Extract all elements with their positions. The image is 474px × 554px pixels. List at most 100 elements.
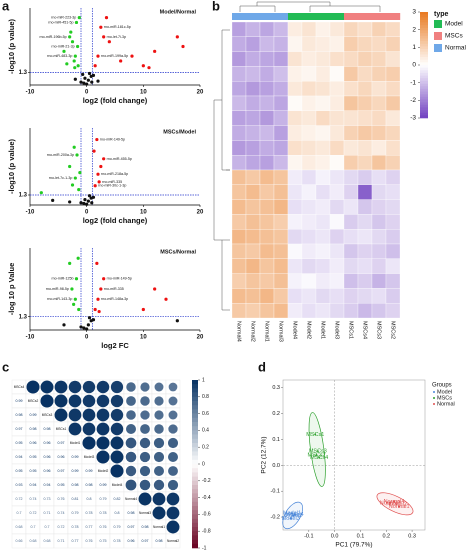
heatmap-cell (329, 258, 345, 274)
point-label: MSCs1 (306, 432, 324, 438)
heatmap-cell (329, 214, 345, 230)
heatmap-cell (259, 214, 275, 230)
colorbar-step (420, 27, 428, 31)
heatmap-cell (315, 184, 331, 200)
colorbar-step (192, 476, 198, 482)
heatmap-cell (343, 214, 359, 230)
colorbar-step (420, 22, 428, 26)
heatmap-cell (231, 214, 247, 230)
matrix-value: 0.78 (86, 511, 93, 515)
colorbar-step (192, 468, 198, 473)
colorbar-label: -1 (202, 545, 207, 551)
heatmap-cell (385, 95, 401, 111)
colorbar-step (192, 422, 198, 427)
point (389, 501, 392, 504)
matrix-value: 0.76 (100, 525, 107, 529)
matrix-label: MSCs3 (42, 413, 53, 417)
matrix-circle (68, 422, 82, 436)
matrix-circle (110, 464, 124, 478)
matrix-value: 0.96 (44, 455, 51, 459)
point-label: rno-miR-483-3p (47, 54, 72, 58)
heatmap-cell (329, 125, 345, 141)
heatmap-cell (273, 51, 289, 67)
heatmap-cell (357, 288, 373, 304)
heatmap-cell (301, 303, 317, 319)
matrix-value: 0.76 (58, 497, 65, 501)
dendrogram (213, 1, 381, 311)
colorbar-step (192, 447, 198, 452)
matrix-value: 0.95 (58, 483, 65, 487)
x-tick-label: 10 (140, 335, 147, 341)
heatmap-cell (371, 110, 387, 126)
heatmap-cell (371, 258, 387, 274)
matrix-value: 0.94 (16, 455, 23, 459)
matrix-circle (154, 424, 164, 434)
heatmap-cell (357, 125, 373, 141)
point-label: rno-miR-223-3p (51, 16, 76, 20)
panel-label: c (2, 359, 9, 374)
matrix-circle (40, 380, 54, 394)
point (73, 66, 77, 70)
matrix-value: 0.98 (30, 427, 37, 431)
matrix-value: 0.68 (16, 525, 23, 529)
matrix-circle (167, 437, 179, 449)
heatmap-cell (231, 110, 247, 126)
heatmap-cell (357, 184, 373, 200)
colorbar-step (192, 426, 198, 431)
point (74, 20, 79, 25)
heatmap-cell (343, 155, 359, 171)
heatmap-cell (343, 199, 359, 215)
heatmap-cell (357, 81, 373, 97)
point-label: rno-miR-143-3p (47, 297, 72, 301)
colorbar-step (192, 489, 198, 494)
point (91, 73, 96, 77)
x-tick-label: 0 (85, 210, 89, 216)
heatmap-cell (329, 303, 345, 319)
point (164, 297, 168, 301)
point (68, 200, 72, 204)
heatmap-cell (245, 21, 261, 37)
colorbar-step (192, 388, 198, 393)
matrix-value: 0.75 (100, 539, 107, 543)
heatmap-cell (371, 95, 387, 111)
colorbar-step (420, 99, 428, 103)
heatmap-cell (371, 66, 387, 82)
point (77, 188, 81, 192)
matrix-circle (153, 437, 165, 449)
group-bar (316, 13, 331, 20)
matrix-label: Normal4 (125, 497, 137, 501)
colorbar-label: 0.2 (202, 445, 209, 451)
colorbar-step (420, 65, 428, 68)
point-label: rno-miR-451-5p (48, 20, 73, 24)
x-axis-label: log2 FC (101, 341, 129, 350)
point (78, 171, 82, 175)
column-label: MSCs4 (362, 321, 368, 339)
column-label: MSCs3 (376, 321, 382, 339)
heatmap-cell (245, 81, 261, 97)
legend-label: Normal (445, 45, 467, 52)
heatmap-cell (301, 288, 317, 304)
heatmap-cell (245, 125, 261, 141)
point (93, 64, 97, 68)
point (104, 16, 109, 20)
heatmap-cell (357, 169, 373, 185)
heatmap-cell (343, 110, 359, 126)
matrix-value: 0.98 (44, 427, 51, 431)
point (398, 505, 401, 508)
colorbar-step (192, 485, 198, 490)
x-tick-label: -10 (26, 335, 35, 341)
matrix-circle (140, 382, 150, 392)
matrix-circle (96, 394, 110, 408)
x-tick-label: 0 (85, 90, 89, 96)
colorbar-step (420, 43, 428, 47)
matrix-circle (166, 520, 180, 534)
heatmap-cell (329, 199, 345, 215)
panel-label: d (258, 359, 266, 374)
point (147, 66, 151, 70)
colorbar-step (192, 396, 198, 402)
column-label: Model3 (334, 321, 340, 339)
point (81, 72, 85, 77)
point (70, 40, 75, 44)
heatmap-cell (329, 243, 345, 259)
point (315, 454, 318, 456)
